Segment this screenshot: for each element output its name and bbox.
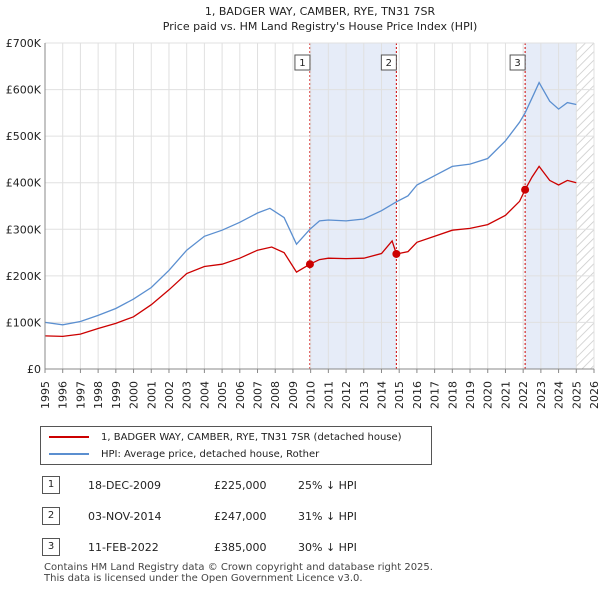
sale-marker-label: 3	[514, 58, 520, 69]
legend-swatch-property	[49, 436, 89, 438]
sale-price: £225,000	[214, 479, 267, 492]
sale-date: 18-DEC-2009	[88, 479, 162, 492]
price-chart: 1, BADGER WAY, CAMBER, RYE, TN31 7SR Pri…	[6, 5, 600, 409]
x-tick-label: 2007	[252, 381, 265, 409]
y-tick-label: £200K	[6, 270, 42, 283]
x-tick-label: 2015	[393, 381, 406, 409]
sale-marker-box	[380, 54, 397, 71]
sale-date: 03-NOV-2014	[88, 510, 162, 523]
x-tick-label: 2025	[570, 381, 583, 409]
grid-layer	[44, 42, 595, 370]
x-tick-label: 2023	[535, 381, 548, 409]
x-tick-label: 2003	[181, 381, 194, 409]
x-tick-label: 2008	[269, 381, 282, 409]
x-tick-label: 2021	[499, 381, 512, 409]
chart-subtitle: Price paid vs. HM Land Registry's House …	[163, 20, 478, 33]
sale-marker-label: 1	[299, 58, 305, 69]
x-tick-label: 2024	[553, 381, 566, 409]
sale-hpi-diff: 25% ↓ HPI	[298, 479, 357, 492]
x-tick-label: 2026	[588, 381, 600, 409]
sale-marker-box	[294, 54, 311, 71]
sale-hpi-diff: 31% ↓ HPI	[298, 510, 357, 523]
x-tick-label: 2006	[234, 381, 247, 409]
legend-item-hpi: HPI: Average price, detached house, Roth…	[49, 446, 319, 462]
sale-point	[392, 249, 401, 258]
marker-layer: 1 2 3	[294, 54, 530, 269]
sale-period-shade	[525, 43, 577, 369]
sale-marker-label: 2	[386, 58, 392, 69]
x-tick-label: 2002	[163, 381, 176, 409]
chart-title: 1, BADGER WAY, CAMBER, RYE, TN31 7SR	[205, 5, 436, 18]
x-tick-label: 1996	[57, 381, 70, 409]
sale-point	[305, 260, 314, 269]
x-tick-label: 2005	[216, 381, 229, 409]
x-tick-label: 2019	[464, 381, 477, 409]
x-tick-label: 2018	[446, 381, 459, 409]
legend: 1, BADGER WAY, CAMBER, RYE, TN31 7SR (de…	[40, 426, 432, 465]
x-tick-label: 2004	[198, 381, 211, 409]
y-tick-label: £500K	[6, 130, 42, 143]
legend-item-property: 1, BADGER WAY, CAMBER, RYE, TN31 7SR (de…	[49, 429, 402, 445]
sale-number-badge: 2	[42, 507, 60, 525]
footer: Contains HM Land Registry data © Crown c…	[44, 562, 433, 584]
x-tick-label: 2022	[517, 381, 530, 409]
x-tick-label: 1995	[39, 381, 52, 409]
axis-layer: £0 £100K £200K £300K £400K £500K £600K £700K 199…	[6, 37, 600, 409]
hpi-line	[44, 81, 577, 326]
y-tick-label: £600K	[6, 84, 42, 97]
footer-copyright: Contains HM Land Registry data © Crown c…	[44, 562, 433, 573]
table-row: 2 03-NOV-2014 £247,000 31% ↓ HPI	[42, 507, 462, 527]
x-tick-label: 2014	[375, 381, 388, 409]
x-tick-label: 2011	[322, 381, 335, 409]
sale-price: £385,000	[214, 541, 267, 554]
x-tick-label: 2017	[429, 381, 442, 409]
x-tick-label: 1999	[110, 381, 123, 409]
y-tick-label: £300K	[6, 223, 42, 236]
x-tick-label: 2010	[305, 381, 318, 409]
sale-hpi-diff: 30% ↓ HPI	[298, 541, 357, 554]
table-row: 1 18-DEC-2009 £225,000 25% ↓ HPI	[42, 476, 462, 496]
sale-marker-box	[509, 54, 526, 71]
x-tick-label: 2009	[287, 381, 300, 409]
legend-label-hpi: HPI: Average price, detached house, Roth…	[101, 448, 320, 460]
x-tick-label: 2012	[340, 381, 353, 409]
x-tick-label: 2013	[358, 381, 371, 409]
property-price-line	[44, 165, 577, 338]
x-tick-label: 1998	[92, 381, 105, 409]
legend-swatch-hpi	[49, 453, 89, 455]
y-tick-label: £400K	[6, 177, 42, 190]
y-tick-label: £100K	[6, 316, 42, 329]
sale-number-badge: 1	[42, 476, 60, 494]
y-tick-label: £0	[27, 363, 41, 376]
x-tick-label: 2020	[482, 381, 495, 409]
sale-price: £247,000	[214, 510, 267, 523]
x-tick-label: 2001	[145, 381, 158, 409]
table-row: 3 11-FEB-2022 £385,000 30% ↓ HPI	[42, 538, 462, 558]
sale-date: 11-FEB-2022	[88, 541, 159, 554]
sale-period-shade	[309, 43, 397, 369]
sale-point	[521, 185, 530, 194]
footer-licence: This data is licensed under the Open Gov…	[44, 573, 363, 584]
x-tick-label: 2016	[411, 381, 424, 409]
x-tick-label: 1997	[74, 381, 87, 409]
forecast-hatch	[576, 43, 594, 369]
sale-number-badge: 3	[42, 538, 60, 556]
x-tick-label: 2000	[128, 381, 141, 409]
legend-label-property: 1, BADGER WAY, CAMBER, RYE, TN31 7SR (de…	[101, 431, 402, 443]
y-tick-label: £700K	[6, 37, 42, 50]
series-layer	[44, 81, 577, 338]
